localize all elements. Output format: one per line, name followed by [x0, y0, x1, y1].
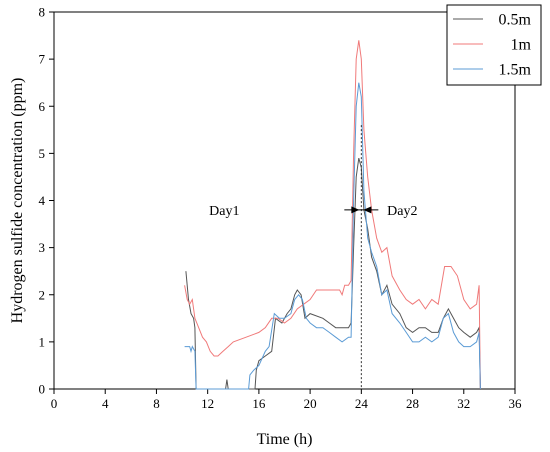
- series-line-1.5m: [184, 82, 481, 390]
- y-tick-label: 8: [39, 5, 46, 20]
- arrow-right-icon: [351, 206, 360, 214]
- plot-frame: [53, 11, 516, 390]
- y-tick-label: 6: [39, 99, 46, 114]
- x-tick-label: 8: [153, 396, 160, 411]
- y-tick-label: 1: [39, 334, 46, 349]
- y-tick-label: 0: [39, 382, 46, 397]
- x-tick-label: 0: [51, 396, 58, 411]
- x-tick-label: 36: [509, 396, 523, 411]
- legend-box: [446, 4, 542, 86]
- x-tick-label: 4: [102, 396, 109, 411]
- series-layer: [184, 40, 481, 390]
- y-axis-title: Hydrogen sulfide concentration (ppm): [9, 78, 26, 324]
- annotation-label: Day2: [387, 204, 417, 219]
- y-tick-label: 7: [39, 52, 46, 67]
- x-tick-label: 32: [457, 396, 470, 411]
- y-tick-label: 3: [39, 240, 46, 255]
- x-tick-label: 12: [201, 396, 214, 411]
- legend: 0.5m 1m 1.5m: [446, 4, 542, 86]
- series-line-0.5m: [185, 157, 481, 390]
- arrow-left-icon: [363, 206, 372, 214]
- y-tick-label: 4: [39, 193, 46, 208]
- plot-area: [53, 11, 516, 390]
- legend-label: 1.5m: [499, 62, 532, 79]
- x-axis: 0 4 8 12 16 20 24 28 32 36: [51, 389, 522, 411]
- y-tick-label: 2: [39, 287, 46, 302]
- y-axis: 0 1 2 3 4 5 6 7 8: [39, 5, 54, 397]
- annotation-label: Day1: [209, 204, 239, 219]
- x-tick-label: 24: [355, 396, 369, 411]
- annotation-layer: Day1 Day2: [209, 204, 417, 219]
- x-axis-title: Time (h): [257, 431, 313, 448]
- x-tick-label: 28: [406, 396, 419, 411]
- x-tick-label: 20: [304, 396, 317, 411]
- x-tick-label: 16: [252, 396, 266, 411]
- legend-label: 0.5m: [499, 12, 532, 29]
- legend-label: 1m: [511, 37, 532, 54]
- series-line-1m: [184, 40, 481, 390]
- y-tick-label: 5: [39, 146, 46, 161]
